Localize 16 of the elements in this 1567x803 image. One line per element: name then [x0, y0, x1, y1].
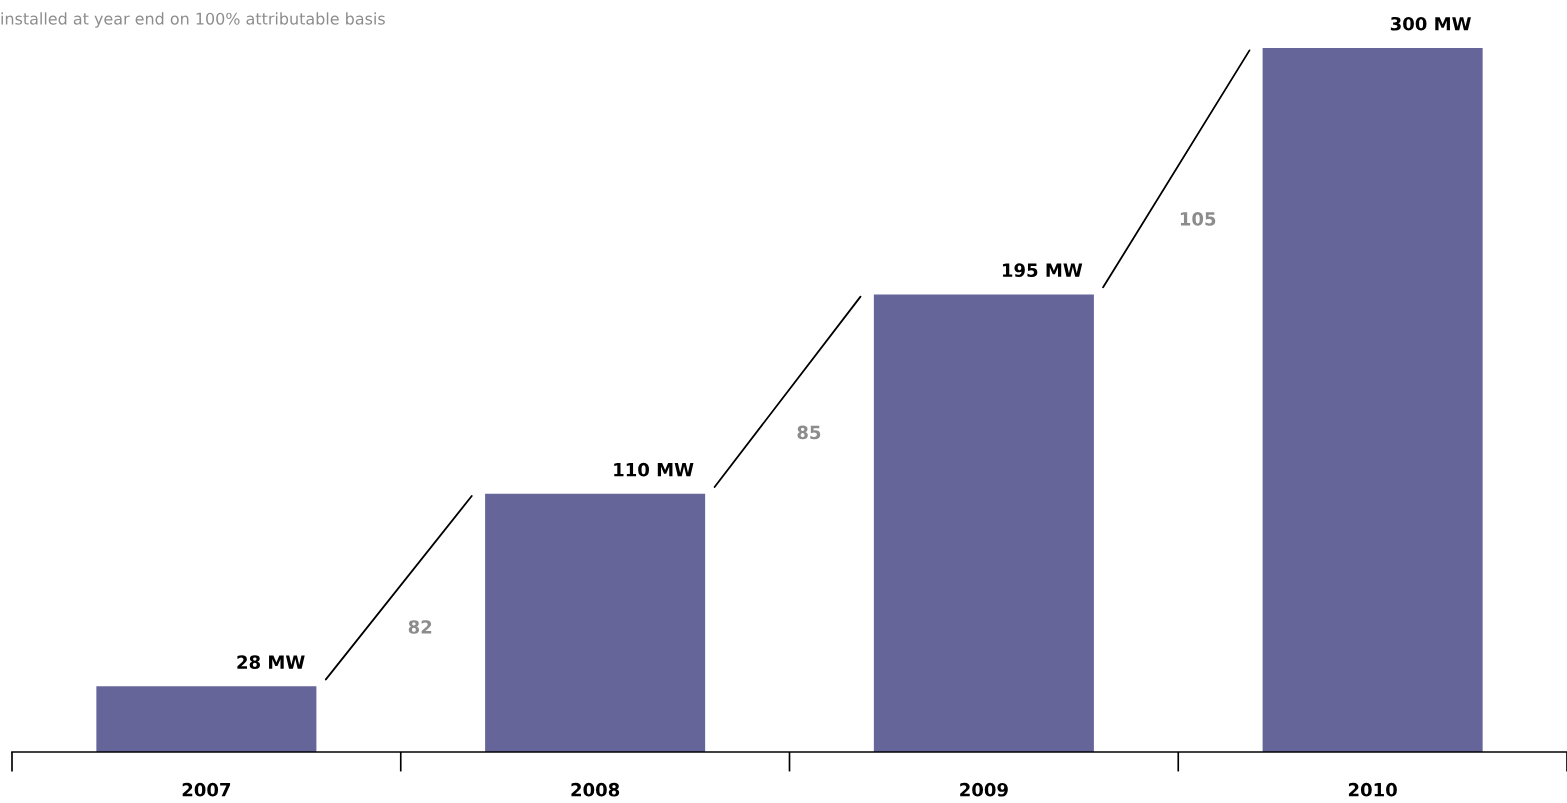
data-label: 300 MW: [1390, 16, 1471, 31]
annotation: 82: [408, 620, 432, 634]
bar: [873, 294, 1094, 752]
chart-subtitle: installed at year end on 100% attributable basis: [1, 12, 385, 28]
x-tick-label: 2008: [571, 782, 620, 797]
x-tick-label: 2010: [1348, 782, 1397, 797]
bar: [96, 686, 317, 752]
x-tick-label: 2009: [960, 782, 1008, 797]
annotation: 85: [797, 425, 821, 440]
annotation: 105: [1180, 212, 1216, 226]
data-label: 28 MW: [237, 655, 305, 669]
bar: [485, 493, 706, 752]
x-tick-label: 2007: [182, 782, 231, 797]
data-label: 195 MW: [1002, 263, 1083, 278]
bar: [1262, 48, 1483, 752]
data-label: 110 MW: [614, 462, 694, 477]
